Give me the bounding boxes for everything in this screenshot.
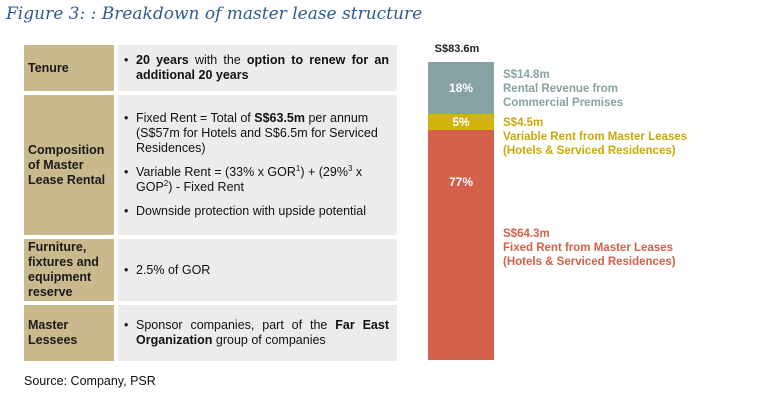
row-label-master-lessees: Master Lessees — [24, 305, 114, 361]
bullet-marker: • — [124, 111, 129, 125]
bullet-text: Fixed Rent = Total of S$63.5m per annum … — [136, 111, 389, 156]
row-label-tenure: Tenure — [24, 45, 114, 91]
bullet-marker: • — [124, 204, 129, 218]
bullet-text: 2.5% of GOR — [136, 263, 389, 278]
table-row-composition: Composition of Master Lease Rental • Fixe… — [24, 95, 397, 235]
bullet-text-run: ) + (29% — [300, 165, 348, 179]
bullet-text-run: per annum (S$57m for Hotels and S$6.5m f… — [136, 111, 378, 155]
source-note: Source: Company, PSR — [24, 374, 156, 388]
bullet-item: • Fixed Rent = Total of S$63.5m per annum… — [124, 111, 389, 156]
bullet-text-run: Fixed Rent = Total of — [136, 111, 255, 125]
bullet-marker: • — [124, 318, 129, 332]
bullet-text-run: with the — [188, 53, 247, 67]
segment-percent-label: 5% — [452, 115, 470, 129]
bullet-text: 20 years with the option to renew for an… — [136, 53, 389, 83]
annotation-amount: S$64.3m — [503, 228, 550, 240]
bullet-item: • 2.5% of GOR — [124, 263, 389, 278]
annotation-amount: S$4.5m — [503, 117, 544, 129]
bullet-text-run: x GOP — [136, 165, 363, 194]
bar-segment-fixed-rent: 77% — [428, 130, 494, 360]
annotation-desc-line: Commercial Premises — [503, 97, 624, 109]
annotation-desc-line: (Hotels & Serviced Residences) — [503, 256, 676, 268]
bullet-text-run: ) - Fixed Rent — [168, 180, 244, 194]
bullet-text-run: group of companies — [212, 333, 326, 347]
bullet-text: Variable Rent = (33% x GOR1) + (29%3 x G… — [136, 163, 389, 195]
table-row-ffe-reserve: Furniture, fixtures and equipment reserv… — [24, 239, 397, 301]
row-content-composition: • Fixed Rent = Total of S$63.5m per annum… — [118, 95, 397, 235]
bullet-text: Downside protection with upside potentia… — [136, 204, 389, 219]
annotation-desc-line: Rental Revenue from — [503, 83, 619, 95]
bar-total-label: S$83.6m — [434, 43, 480, 55]
annotation-desc-line: Fixed Rent from Master Leases — [503, 242, 674, 254]
annotation-commercial: S$14.8m Rental Revenue from Commercial P… — [503, 68, 623, 110]
table-row-tenure: Tenure • 20 years with the option to rene… — [24, 45, 397, 91]
row-content-tenure: • 20 years with the option to renew for a… — [118, 45, 397, 91]
annotation-amount: S$14.8m — [503, 69, 550, 81]
bullet-text-run: 1 — [295, 163, 301, 173]
row-label-ffe-reserve: Furniture, fixtures and equipment reserv… — [24, 239, 114, 301]
row-content-ffe-reserve: • 2.5% of GOR — [118, 239, 397, 301]
annotation-variable-rent: S$4.5m Variable Rent from Master Leases … — [503, 116, 687, 158]
bullet-text-run: 3 — [347, 163, 353, 173]
segment-percent-label: 77% — [448, 175, 474, 189]
row-content-master-lessees: • Sponsor companies, part of the Far East… — [118, 305, 397, 361]
bullet-marker: • — [124, 165, 129, 179]
segment-percent-label: 18% — [448, 81, 474, 95]
figure-title: Figure 3: : Breakdown of master lease st… — [6, 4, 423, 24]
bullet-text-run: 2 — [163, 178, 169, 188]
bullet-text-run: Variable Rent = (33% x GOR — [136, 165, 296, 179]
annotation-fixed-rent: S$64.3m Fixed Rent from Master Leases (H… — [503, 227, 676, 269]
bullet-text-run: Downside protection with upside potentia… — [136, 204, 366, 218]
bar-segment-commercial: 18% — [428, 62, 494, 114]
annotation-desc-line: Variable Rent from Master Leases — [503, 131, 688, 143]
bullet-text-run: S$63.5m — [254, 111, 305, 125]
bullet-text: Sponsor companies, part of the Far East … — [136, 318, 389, 348]
bullet-marker: • — [124, 262, 129, 277]
bar-segment-variable-rent: 5% — [428, 114, 494, 130]
bullet-item: • Downside protection with upside potenti… — [124, 204, 389, 219]
bullet-text-run: 20 years — [136, 53, 189, 67]
table-row-master-lessees: Master Lessees • Sponsor companies, part … — [24, 305, 397, 361]
bullet-text-run: Far East Organization — [136, 318, 389, 347]
bullet-text-run: Sponsor companies, part of the — [136, 318, 336, 332]
bullet-marker: • — [124, 53, 129, 67]
bullet-item: • Variable Rent = (33% x GOR1) + (29%3 x … — [124, 163, 389, 195]
bullet-item: • 20 years with the option to renew for a… — [124, 53, 389, 83]
row-label-composition: Composition of Master Lease Rental — [24, 95, 114, 235]
annotation-desc-line: (Hotels & Serviced Residences) — [503, 145, 676, 157]
bullet-item: • Sponsor companies, part of the Far East… — [124, 318, 389, 348]
bullet-text-run: option to renew for an additional 20 yea… — [136, 53, 389, 82]
bullet-text-run: 2.5% of GOR — [136, 262, 211, 277]
